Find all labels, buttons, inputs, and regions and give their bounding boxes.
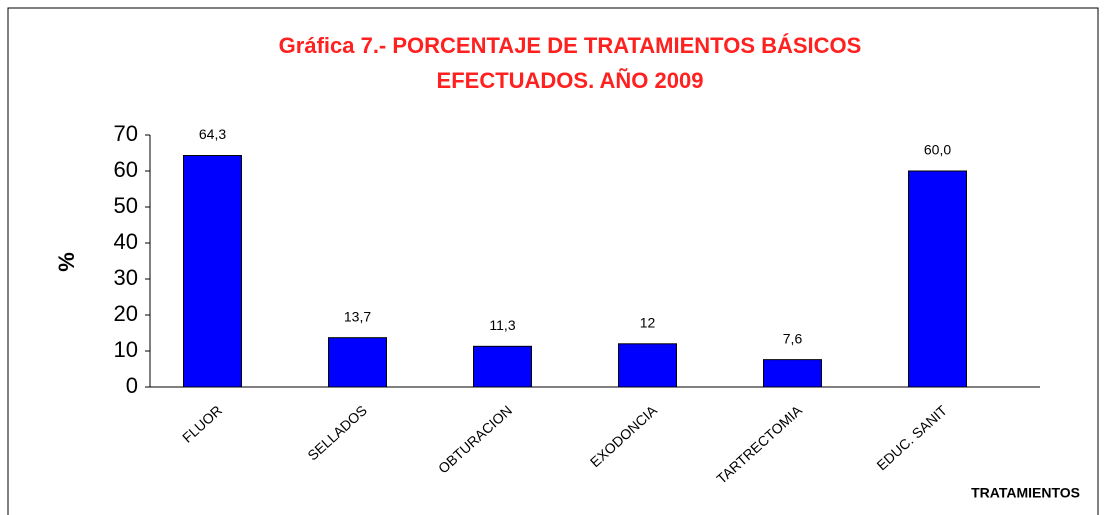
y-tick-label: 30 bbox=[114, 265, 138, 290]
chart-title: Gráfica 7.- PORCENTAJE DE TRATAMIENTOS B… bbox=[279, 33, 862, 58]
y-tick-label: 60 bbox=[114, 157, 138, 182]
x-tick-label: EDUC. SANIT bbox=[873, 402, 950, 474]
y-tick-label: 20 bbox=[114, 301, 138, 326]
x-tick-label: TARTRECTOMIA bbox=[713, 402, 805, 487]
y-tick-label: 10 bbox=[114, 337, 138, 362]
bar bbox=[328, 337, 387, 388]
value-label: 64,3 bbox=[199, 126, 226, 142]
value-label: 13,7 bbox=[344, 308, 371, 324]
value-label: 60,0 bbox=[924, 142, 951, 158]
y-tick-label: 50 bbox=[114, 193, 138, 218]
x-tick-label: SELLADOS bbox=[304, 402, 370, 463]
y-tick-label: 40 bbox=[114, 229, 138, 254]
y-tick-label: 0 bbox=[126, 373, 138, 398]
bar bbox=[618, 343, 677, 388]
bar bbox=[763, 359, 822, 388]
bar bbox=[908, 170, 967, 388]
x-tick-label: EXODONCIA bbox=[587, 402, 661, 471]
bar bbox=[183, 155, 242, 388]
x-tick-label: FLUOR bbox=[179, 402, 225, 446]
chart-title: EFECTUADOS. AÑO 2009 bbox=[437, 68, 704, 93]
y-tick-label: 70 bbox=[114, 121, 138, 146]
value-label: 12 bbox=[640, 315, 656, 331]
chart-border bbox=[7, 7, 1099, 515]
y-axis-label: % bbox=[54, 252, 79, 272]
bar bbox=[473, 345, 532, 388]
value-label: 11,3 bbox=[489, 317, 515, 333]
x-axis-label: TRATAMIENTOS bbox=[971, 485, 1080, 501]
x-tick-label: OBTURACION bbox=[435, 402, 515, 476]
value-label: 7,6 bbox=[783, 330, 803, 346]
